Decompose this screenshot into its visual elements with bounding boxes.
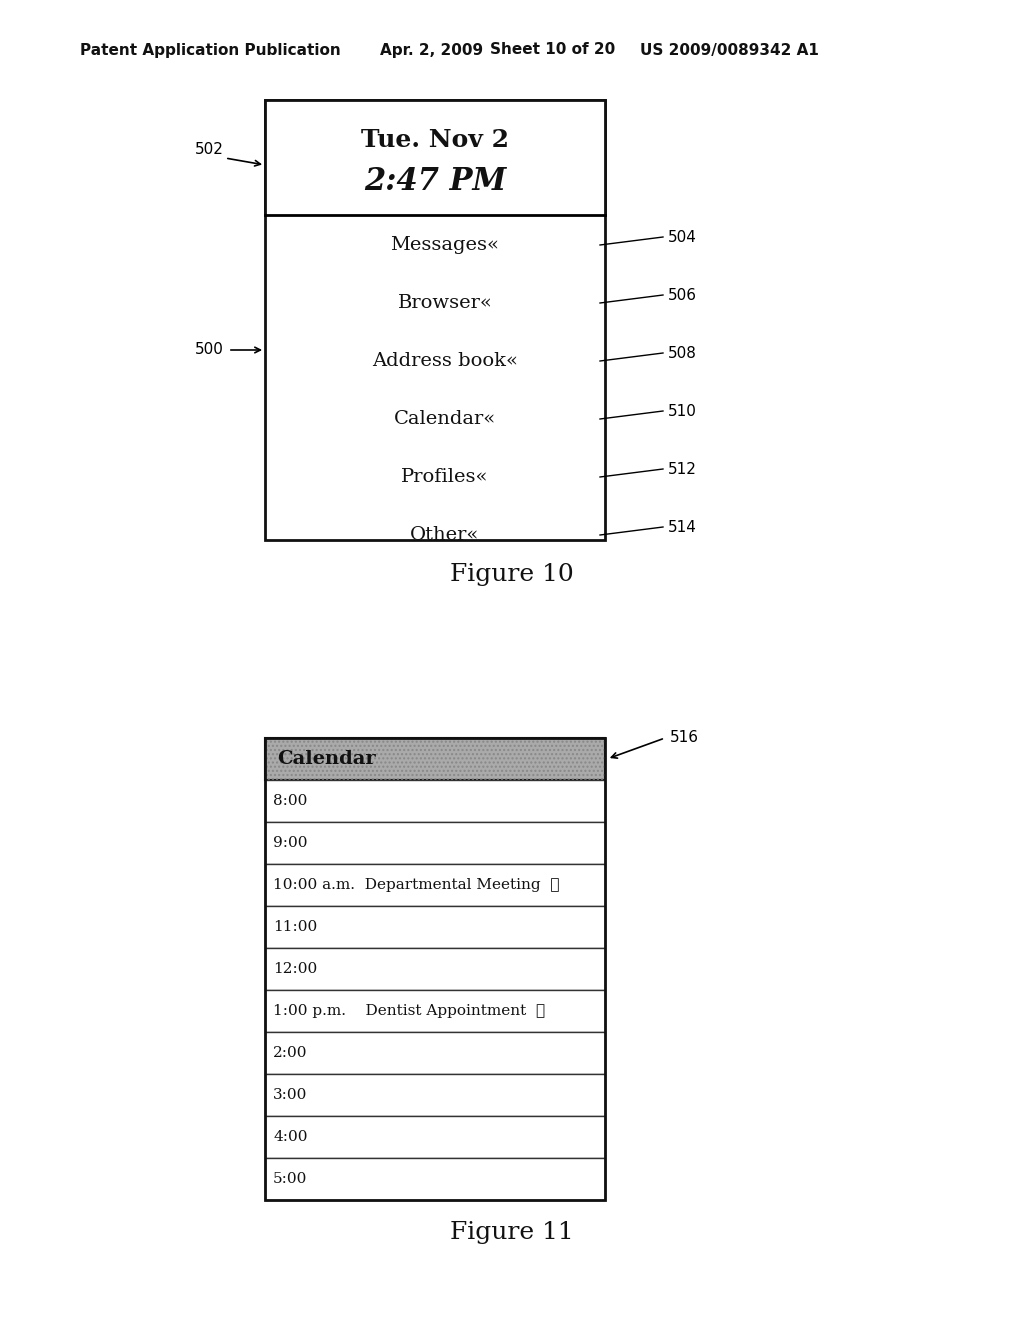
- Text: Tue. Nov 2: Tue. Nov 2: [361, 128, 509, 152]
- Text: Messages«: Messages«: [390, 236, 500, 253]
- Text: 2:00: 2:00: [273, 1045, 307, 1060]
- Text: 506: 506: [668, 288, 697, 302]
- Text: 8:00: 8:00: [273, 795, 307, 808]
- Text: 10:00 a.m.  Departmental Meeting  ☘: 10:00 a.m. Departmental Meeting ☘: [273, 878, 559, 892]
- Text: 1:00 p.m.    Dentist Appointment  ☘: 1:00 p.m. Dentist Appointment ☘: [273, 1005, 545, 1018]
- Text: Other«: Other«: [411, 525, 479, 544]
- Text: 4:00: 4:00: [273, 1130, 307, 1144]
- FancyBboxPatch shape: [265, 100, 605, 215]
- Text: 502: 502: [195, 143, 224, 157]
- FancyBboxPatch shape: [265, 780, 605, 822]
- Text: Calendar: Calendar: [278, 750, 376, 768]
- FancyBboxPatch shape: [265, 1115, 605, 1158]
- Text: 5:00: 5:00: [273, 1172, 307, 1185]
- FancyBboxPatch shape: [265, 100, 605, 540]
- Text: 11:00: 11:00: [273, 920, 317, 935]
- Text: 516: 516: [670, 730, 699, 746]
- Text: Figure 11: Figure 11: [451, 1221, 573, 1243]
- Text: 12:00: 12:00: [273, 962, 317, 975]
- Text: US 2009/0089342 A1: US 2009/0089342 A1: [640, 42, 819, 58]
- Text: Profiles«: Profiles«: [401, 469, 488, 486]
- Text: 512: 512: [668, 462, 697, 477]
- Text: 500: 500: [195, 342, 224, 358]
- Text: Calendar«: Calendar«: [394, 411, 496, 428]
- Text: 9:00: 9:00: [273, 836, 307, 850]
- FancyBboxPatch shape: [265, 1074, 605, 1115]
- Text: 504: 504: [668, 230, 697, 244]
- Text: Apr. 2, 2009: Apr. 2, 2009: [380, 42, 483, 58]
- FancyBboxPatch shape: [265, 990, 605, 1032]
- Text: Patent Application Publication: Patent Application Publication: [80, 42, 341, 58]
- FancyBboxPatch shape: [265, 822, 605, 865]
- FancyBboxPatch shape: [265, 948, 605, 990]
- Text: 508: 508: [668, 346, 697, 360]
- FancyBboxPatch shape: [265, 865, 605, 906]
- Text: Sheet 10 of 20: Sheet 10 of 20: [490, 42, 615, 58]
- FancyBboxPatch shape: [265, 738, 605, 780]
- FancyBboxPatch shape: [265, 1158, 605, 1200]
- Text: 510: 510: [668, 404, 697, 418]
- Text: 514: 514: [668, 520, 697, 535]
- Text: Address book«: Address book«: [372, 352, 518, 370]
- Text: Figure 10: Figure 10: [451, 564, 573, 586]
- Text: 3:00: 3:00: [273, 1088, 307, 1102]
- FancyBboxPatch shape: [265, 1032, 605, 1074]
- FancyBboxPatch shape: [265, 906, 605, 948]
- Text: 2:47 PM: 2:47 PM: [364, 166, 506, 198]
- Text: Browser«: Browser«: [397, 294, 493, 312]
